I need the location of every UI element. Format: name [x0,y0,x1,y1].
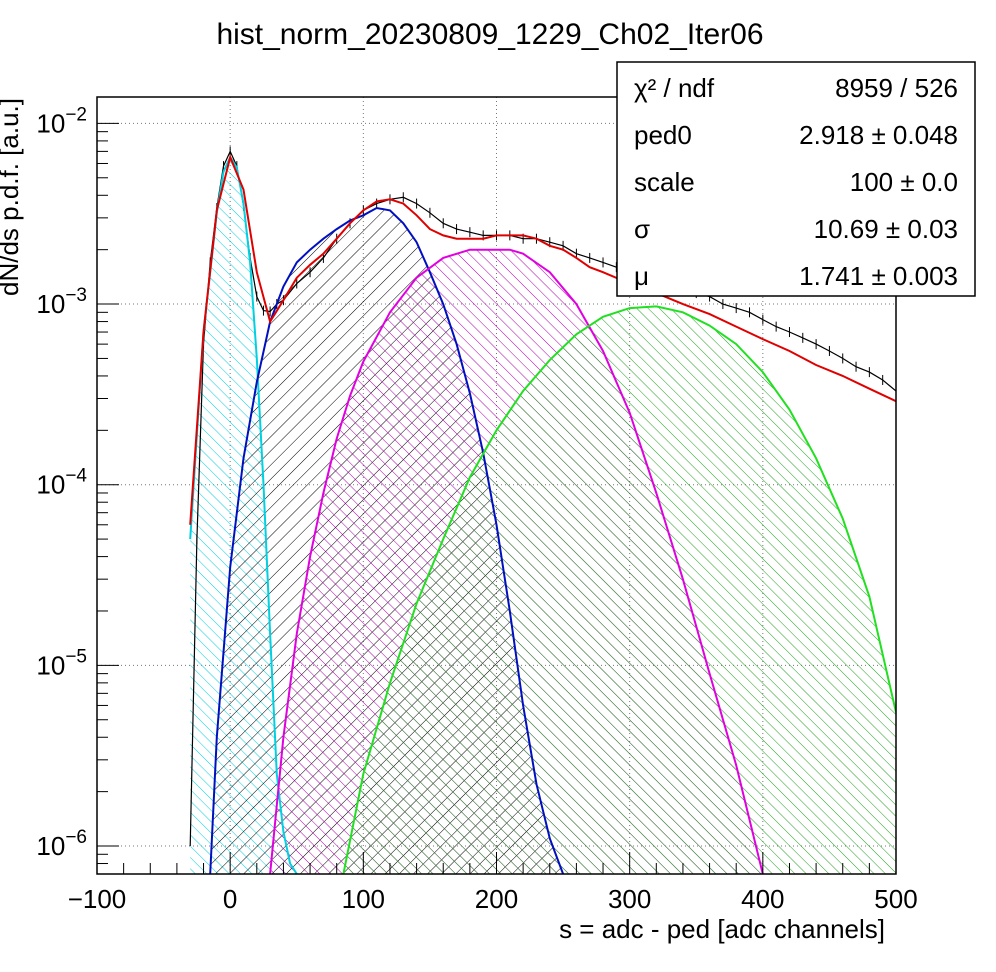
x-axis-title: s = adc - ped [adc channels] [559,914,885,944]
component-fills [190,157,896,874]
x-tick-label: 300 [608,884,651,914]
component-curve-1 [209,206,565,874]
component-curve-2 [269,248,764,874]
x-tick-label: 100 [342,884,385,914]
stats-row-name: scale [634,167,695,197]
x-tick-label: −100 [68,884,127,914]
x-tick-label: 400 [741,884,784,914]
y-tick-label: 10−6 [36,827,87,861]
stats-box-frame [616,61,976,297]
component-fill-3 [343,306,896,874]
stats-row-value: 8959 / 526 [835,73,958,103]
chart-title: hist_norm_20230809_1229_Ch02_Iter06 [216,18,763,51]
y-tick-label: 10−5 [36,646,87,680]
x-axis-ticks: −100 0 100 200 300 400 500 [68,852,918,914]
y-axis-title: dN/ds p.d.f. [a.u.] [0,98,24,296]
x-tick-label: 200 [475,884,518,914]
y-tick-label: 10−4 [36,466,87,500]
stats-box: χ² / ndf 8959 / 526 ped0 2.918 ± 0.048 scale… [616,61,976,297]
x-tick-label: 500 [874,884,917,914]
total-fit-curve [189,154,896,525]
y-axis-ticks: 10−6 10−5 10−4 10−3 10−2 [36,104,119,875]
stats-row-value: 10.69 ± 0.03 [814,214,958,244]
stats-row-value: 2.918 ± 0.048 [799,120,958,150]
x-tick-label: 0 [223,884,237,914]
stats-row-value: 100 ± 0.0 [850,167,958,197]
component-curve-3 [342,305,896,874]
stats-row-value: 1.741 ± 0.003 [799,261,958,291]
stats-row-name: χ² / ndf [634,73,715,103]
stats-row-name: ped0 [634,120,692,150]
fit-curves [189,154,896,874]
y-tick-label: 10−3 [36,285,87,319]
stats-row-name: σ [634,214,650,244]
stats-row-name: μ [634,261,649,291]
y-tick-label: 10−2 [36,104,87,138]
